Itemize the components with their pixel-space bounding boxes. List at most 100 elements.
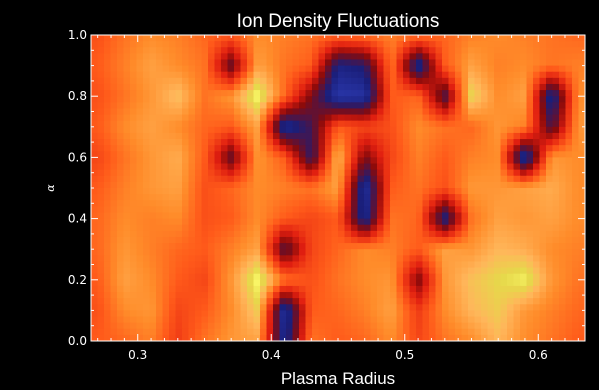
heatmap-cell <box>344 90 352 97</box>
heatmap-cell <box>526 212 534 220</box>
heatmap-cell <box>201 157 209 165</box>
heatmap-cell <box>481 114 489 122</box>
heatmap-cell <box>344 151 352 158</box>
heatmap-cell <box>578 120 585 128</box>
heatmap-cell <box>169 47 177 54</box>
heatmap-cell <box>195 47 203 54</box>
heatmap-cell <box>546 188 554 195</box>
heatmap-cell <box>494 77 502 85</box>
heatmap-cell <box>214 298 222 305</box>
heatmap-cell <box>429 77 437 85</box>
heatmap-cell <box>422 83 430 91</box>
heatmap-cell <box>214 90 222 97</box>
heatmap-cell <box>260 169 268 177</box>
heatmap-cell <box>195 77 203 85</box>
heatmap-cell <box>572 157 580 165</box>
heatmap-cell <box>149 273 157 281</box>
heatmap-cell <box>162 230 170 238</box>
heatmap-cell <box>175 77 183 85</box>
heatmap-cell <box>123 65 131 73</box>
heatmap-cell <box>546 261 554 269</box>
heatmap-cell <box>416 328 424 336</box>
heatmap-cell <box>169 255 177 263</box>
heatmap-cell <box>500 224 508 232</box>
heatmap-cell <box>253 273 261 281</box>
heatmap-cell <box>455 206 463 214</box>
heatmap-cell <box>162 41 170 48</box>
heatmap-cell <box>208 273 216 281</box>
heatmap-cell <box>305 310 313 318</box>
heatmap-cell <box>123 139 131 146</box>
heatmap-cell <box>266 322 274 330</box>
heatmap-cell <box>305 77 313 85</box>
heatmap-cell <box>422 90 430 97</box>
heatmap-cell <box>214 255 222 263</box>
heatmap-cell <box>572 243 580 250</box>
heatmap-cell <box>110 194 118 201</box>
heatmap-cell <box>546 114 554 122</box>
heatmap-cell <box>182 316 190 324</box>
heatmap-cell <box>97 328 105 336</box>
heatmap-cell <box>481 120 489 128</box>
heatmap-cell <box>234 328 242 336</box>
heatmap-cell <box>169 292 177 299</box>
heatmap-cell <box>351 120 359 128</box>
heatmap-cell <box>149 206 157 214</box>
heatmap-cell <box>461 267 469 275</box>
heatmap-cell <box>481 292 489 299</box>
heatmap-cell <box>117 273 125 281</box>
heatmap-cell <box>247 53 255 61</box>
heatmap-cell <box>130 273 138 281</box>
heatmap-cell <box>279 243 287 250</box>
heatmap-cell <box>227 304 235 311</box>
heatmap-cell <box>286 212 294 220</box>
heatmap-cell <box>572 310 580 318</box>
heatmap-cell <box>130 316 138 324</box>
heatmap-cell <box>572 236 580 244</box>
heatmap-cell <box>494 267 502 275</box>
heatmap-cell <box>416 273 424 281</box>
heatmap-cell <box>396 236 404 244</box>
heatmap-cell <box>240 59 248 67</box>
heatmap-cell <box>104 279 112 287</box>
heatmap-cell <box>97 102 105 110</box>
heatmap-cell <box>520 120 528 128</box>
heatmap-cell <box>513 206 521 214</box>
heatmap-cell <box>520 188 528 195</box>
heatmap-cell <box>455 334 463 341</box>
heatmap-cell <box>370 169 378 177</box>
heatmap-cell <box>149 151 157 158</box>
heatmap-cell <box>357 206 365 214</box>
heatmap-cell <box>279 35 287 42</box>
heatmap-cell <box>429 151 437 158</box>
heatmap-cell <box>331 53 339 61</box>
heatmap-cell <box>91 169 99 177</box>
heatmap-cell <box>195 120 203 128</box>
heatmap-cell <box>539 188 547 195</box>
heatmap-cell <box>162 243 170 250</box>
heatmap-cell <box>364 304 372 311</box>
heatmap-cell <box>513 53 521 61</box>
heatmap-cell <box>253 151 261 158</box>
heatmap-cell <box>539 267 547 275</box>
heatmap-cell <box>474 59 482 67</box>
heatmap-cell <box>156 181 164 189</box>
heatmap-cell <box>429 334 437 341</box>
heatmap-cell <box>357 120 365 128</box>
heatmap-cell <box>487 200 495 207</box>
heatmap-cell <box>409 181 417 189</box>
heatmap-cell <box>318 47 326 54</box>
heatmap-cell <box>461 316 469 324</box>
heatmap-cell <box>442 65 450 73</box>
heatmap-cell <box>331 188 339 195</box>
heatmap-cell <box>351 59 359 67</box>
heatmap-cell <box>546 102 554 110</box>
heatmap-cell <box>117 71 125 79</box>
heatmap-cell <box>364 292 372 299</box>
heatmap-cell <box>546 310 554 318</box>
heatmap-cell <box>448 139 456 146</box>
heatmap-cell <box>273 236 281 244</box>
heatmap-cell <box>344 255 352 263</box>
heatmap-cell <box>494 90 502 97</box>
heatmap-cell <box>351 236 359 244</box>
